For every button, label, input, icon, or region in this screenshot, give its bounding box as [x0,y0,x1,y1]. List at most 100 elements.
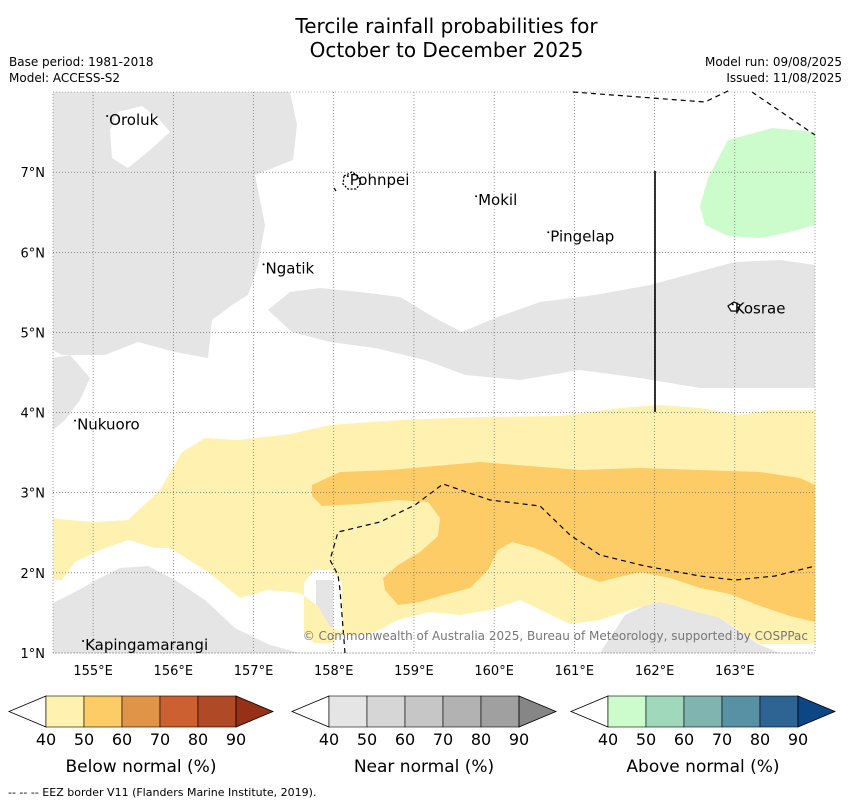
near-normal-region-northwest [53,92,297,358]
legend-tick-label: 90 [788,730,808,749]
legend-swatch [197,695,237,728]
longitude-tick-label: 161°E [555,664,595,679]
place-marker [475,195,478,198]
legend-bars: 40 50 60 70 80 90 Below normal (%) 40 50 60 70 80 90… [7,695,837,777]
legend-tick-label: 40 [36,730,56,749]
longitude-tick-label: 163°E [715,664,755,679]
longitude-tick-label: 155°E [73,664,113,679]
above-normal-40-50 [700,128,815,238]
place-label: Oroluk [109,111,158,129]
legend-swatch [45,695,85,728]
eez-source-note: -- -- -- EEZ border V11 (Flanders Marine… [8,786,317,799]
legend-colorbar: 40 50 60 70 80 90 Above normal (%) [569,695,837,777]
legend-tick-label: 90 [509,730,529,749]
place-label: Ngatik [266,259,315,277]
legend-tick-label: 40 [319,730,339,749]
legend-tick-label: 50 [74,730,94,749]
latitude-tick-label: 2°N [21,567,46,582]
near-normal-region-south [53,566,300,653]
probability-fields [53,92,815,653]
kosrae-island [727,301,741,312]
legend-swatch [404,695,444,728]
legend-title: Below normal (%) [66,757,217,777]
legend-swatch [721,695,761,728]
legend-tick-label: 60 [674,730,694,749]
model-name: Model: ACCESS-S2 [9,71,121,85]
legend-tick-label: 80 [750,730,770,749]
longitude-tick-label: 158°E [314,664,354,679]
latitude-tick-label: 4°N [21,407,46,422]
latitude-tick-label: 7°N [21,166,46,181]
place-marker [82,639,85,642]
graticule [53,92,815,654]
pohnpei-islet [333,187,337,192]
legend-tick-label: 50 [636,730,656,749]
legend-tick-label: 70 [433,730,453,749]
legend-min-arrow [290,695,330,728]
place-label: Kapingamarangi [85,636,208,654]
latitude-tick-label: 3°N [21,487,46,502]
legend-max-arrow [235,695,275,728]
below-normal-40-50 [53,405,815,644]
plot-frame [52,91,816,654]
run-info: Model run: 09/08/2025 Issued: 11/08/2025 [705,54,842,86]
latitude-tick-label: 1°N [21,647,46,662]
legend-title: Above normal (%) [626,757,779,777]
legend-colorbar: 40 50 60 70 80 90 Near normal (%) [290,695,558,777]
legend-swatch [683,695,723,728]
legend-tick-label: 60 [112,730,132,749]
legend-title: Near normal (%) [354,757,494,777]
place-marker [547,231,550,234]
legend-min-arrow [7,695,47,728]
legend-tick-label: 80 [471,730,491,749]
place-marker [74,419,77,422]
longitude-tick-label: 157°E [234,664,274,679]
longitude-tick-label: 159°E [394,664,434,679]
legend-colorbar: 40 50 60 70 80 90 Below normal (%) [7,695,275,777]
legend-swatch [759,695,799,728]
longitude-tick-label: 160°E [474,664,514,679]
base-period: Base period: 1981-2018 [9,55,154,69]
legend-tick-label: 70 [150,730,170,749]
legend-swatch [442,695,482,728]
legend-tick-label: 40 [598,730,618,749]
place-label: Mokil [478,191,517,209]
axis-labels: 155°E 156°E 157°E 158°E 159°E 160°E 161°E 162°E… [21,166,755,679]
oroluk-gap [110,106,170,168]
legend-swatch [480,695,520,728]
legend-tick-label: 90 [226,730,246,749]
legend-swatch [121,695,161,728]
place-label: Pohnpei [350,171,410,189]
below-normal-50-60 [312,462,815,622]
legend-swatch [83,695,123,728]
legend-swatch [645,695,685,728]
latitude-tick-label: 5°N [21,326,46,341]
legend-swatch [328,695,368,728]
eez-border-northeast [751,91,816,136]
place-label: Pingelap [550,227,614,245]
latitude-tick-label: 6°N [21,246,46,261]
place-label: Nukuoro [77,416,140,434]
title-line-2: October to December 2025 [309,38,584,62]
model-run: Model run: 09/08/2025 [704,55,842,69]
place-label: Kosrae [735,299,786,317]
legend-tick-label: 80 [188,730,208,749]
eez-borders [329,89,816,654]
near-normal-region-west [53,355,90,430]
legend-tick-label: 60 [395,730,415,749]
title-line-1: Tercile rainfall probabilities for [295,14,598,38]
place-marker [731,303,734,306]
legend-tick-label: 50 [357,730,377,749]
map-title: Tercile rainfall probabilities for Octob… [0,14,850,62]
copyright-notice: © Commonwealth of Australia 2025, Bureau… [303,629,808,643]
near-normal-region-central [268,260,815,388]
longitude-tick-label: 156°E [154,664,194,679]
issued-date: Issued: 11/08/2025 [726,71,842,85]
legend-swatch [366,695,406,728]
legend-swatch [607,695,647,728]
legend-min-arrow [569,695,609,728]
legend-max-arrow [518,695,558,728]
place-marker [346,175,349,178]
place-marker [106,115,109,118]
